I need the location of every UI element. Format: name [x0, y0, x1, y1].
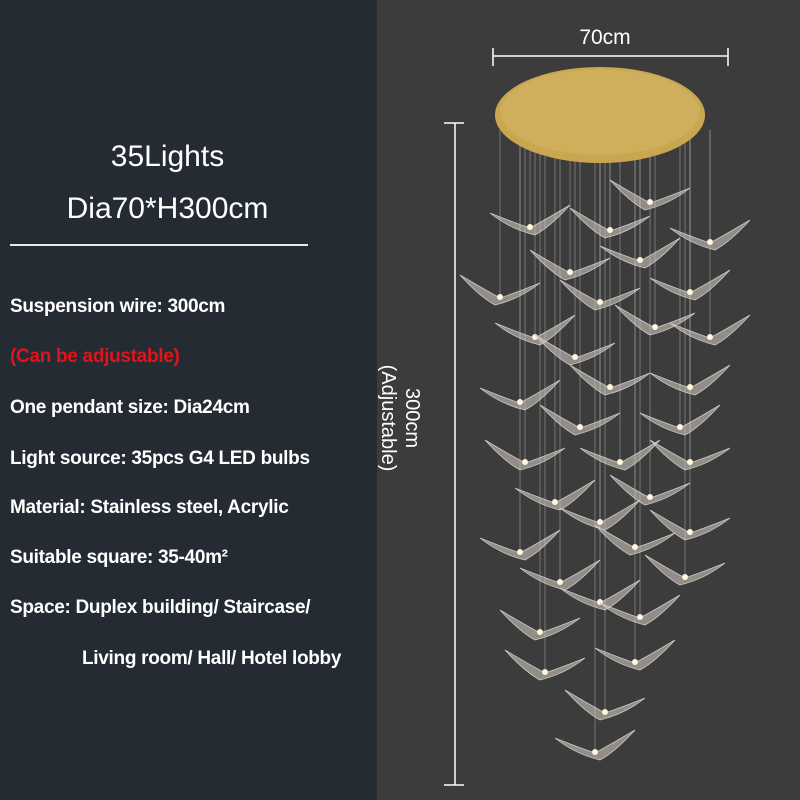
- bird-pendants: [459, 179, 751, 761]
- width-dimension-line: [492, 48, 729, 66]
- spec-pendant-size: One pendant size: Dia24cm: [10, 397, 250, 418]
- bulb-glow: [652, 324, 658, 330]
- bulb-glow: [632, 544, 638, 550]
- spec-space: Space: Duplex building/ Staircase/: [10, 597, 311, 618]
- bulb-glow: [552, 499, 558, 505]
- bulb-glow: [522, 459, 528, 465]
- spec-material: Material: Stainless steel, Acrylic: [10, 497, 289, 518]
- bulb-glow: [607, 227, 613, 233]
- spec-space-continued: Living room/ Hall/ Hotel lobby: [82, 648, 342, 669]
- bulb-glow: [527, 224, 533, 230]
- spec-suitable-square: Suitable square: 35-40m²: [10, 547, 228, 568]
- suspension-wires: [499, 130, 711, 750]
- divider: [10, 244, 308, 246]
- spec-light-source: Light source: 35pcs G4 LED bulbs: [10, 448, 310, 469]
- bulb-glow: [687, 529, 693, 535]
- bulb-glow: [677, 424, 683, 430]
- bulb-glow: [687, 289, 693, 295]
- spec-suspension-wire: Suspension wire: 300cm: [10, 296, 226, 317]
- bulb-glow: [602, 709, 608, 715]
- bulb-glow: [647, 199, 653, 205]
- bulb-glow: [597, 299, 603, 305]
- bulb-glow: [572, 354, 578, 360]
- bulb-glow: [542, 669, 548, 675]
- bulb-glow: [637, 257, 643, 263]
- bulb-glow: [632, 659, 638, 665]
- bulb-glow: [617, 459, 623, 465]
- bulb-glow: [647, 494, 653, 500]
- bulb-glow: [557, 579, 563, 585]
- bulb-glow: [517, 549, 523, 555]
- size-title: Dia70*H300cm: [66, 192, 269, 225]
- bulb-glow: [707, 239, 713, 245]
- height-dimension-line: [444, 122, 464, 786]
- bulb-glow: [497, 294, 503, 300]
- bulb-glow: [597, 519, 603, 525]
- width-label: 70cm: [579, 26, 631, 49]
- bulb-glow: [637, 614, 643, 620]
- bulb-glow: [577, 424, 583, 430]
- bulb-glow: [537, 629, 543, 635]
- spec-panel: 35Lights Dia70*H300cm Suspension wire: 3…: [0, 0, 377, 800]
- bulb-glow: [687, 384, 693, 390]
- bulb-glow: [592, 749, 598, 755]
- height-label: 300cm (Adjustable): [377, 364, 423, 472]
- bulb-glow: [687, 459, 693, 465]
- lights-count-title: 35Lights: [110, 140, 225, 173]
- bulb-glow: [682, 574, 688, 580]
- bulb-glow: [517, 399, 523, 405]
- bulb-glow: [707, 334, 713, 340]
- bulb-glow: [567, 269, 573, 275]
- spec-adjustable-note: (Can be adjustable): [10, 346, 180, 367]
- bulb-glow: [607, 384, 613, 390]
